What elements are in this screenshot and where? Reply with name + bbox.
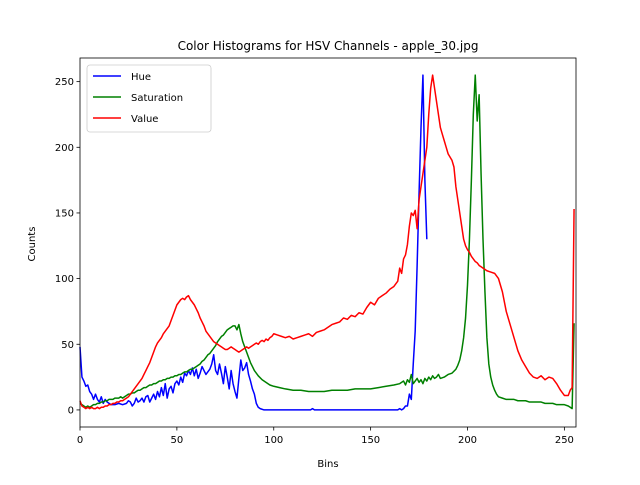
y-tick-label: 0 [68, 405, 74, 416]
series-line-saturation [79, 74, 575, 410]
legend-label-value: Value [131, 114, 158, 125]
x-tick-label: 200 [458, 435, 477, 446]
y-tick-label: 150 [55, 208, 74, 219]
plot-area: 0 50 100 150 200 250 0 50 100 150 200 250 [55, 57, 577, 446]
x-axis-label: Bins [317, 459, 338, 470]
y-tick-label: 100 [55, 274, 74, 285]
y-axis-label: Counts [27, 227, 38, 262]
legend: Hue Saturation Value [86, 64, 212, 133]
x-tick-label: 250 [555, 435, 574, 446]
legend-label-hue: Hue [131, 72, 151, 83]
y-tick-label: 250 [55, 77, 74, 88]
y-tick-label: 50 [61, 340, 74, 351]
legend-label-saturation: Saturation [131, 93, 183, 104]
x-tick-label: 150 [361, 435, 380, 446]
chart-title: Color Histograms for HSV Channels - appl… [178, 39, 479, 53]
series-line-hue [79, 74, 428, 411]
x-tick-label: 100 [264, 435, 283, 446]
axes-frame [79, 57, 577, 428]
legend-box [86, 64, 212, 133]
y-tick-label: 200 [55, 143, 74, 154]
x-tick-label: 50 [171, 435, 184, 446]
x-tick-label: 0 [77, 435, 83, 446]
series-line-value [79, 74, 575, 410]
